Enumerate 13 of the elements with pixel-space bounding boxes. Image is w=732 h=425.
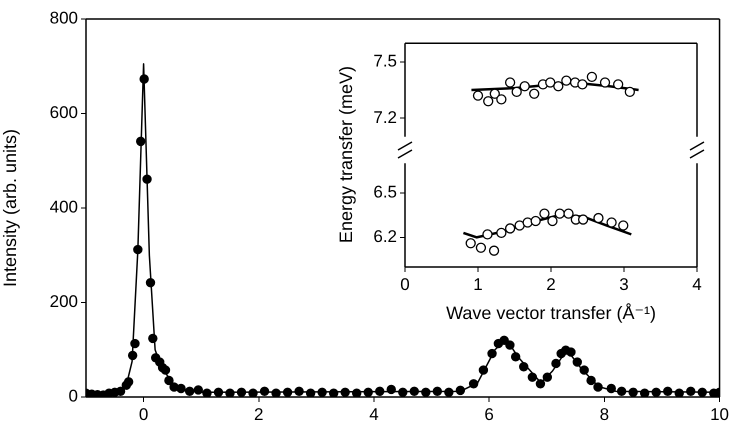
y-tick-label: 400	[50, 198, 78, 217]
y-tick-label: 600	[50, 103, 78, 122]
y-tick-label: 7.5	[373, 52, 397, 71]
x-tick-label: 2	[254, 404, 264, 424]
y-tick-label: 200	[50, 292, 78, 312]
y-tick-label: 0	[68, 386, 78, 406]
y-tick-label: 800	[50, 8, 78, 28]
x-tick-label: 4	[369, 404, 379, 424]
x-tick-label: 8	[600, 404, 610, 424]
x-tick-label: 0	[138, 404, 148, 424]
y-axis-title: Intensity (arb. units)	[0, 128, 20, 288]
x-tick-label: 6	[484, 404, 494, 424]
x-tick-label: 10	[710, 404, 730, 424]
